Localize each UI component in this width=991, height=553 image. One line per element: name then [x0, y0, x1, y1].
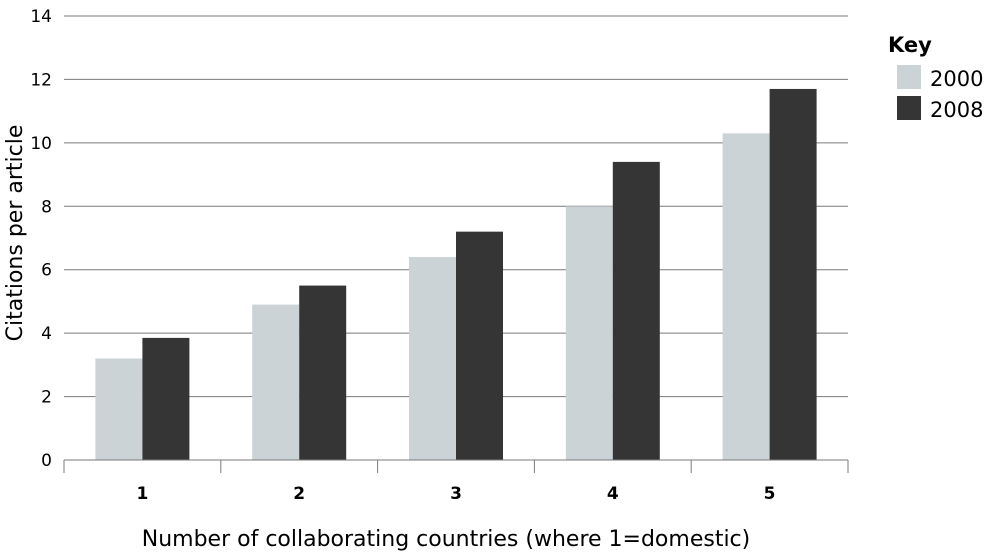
y-tick-label-12: 12 — [30, 70, 52, 90]
x-tick-label-4: 4 — [607, 484, 619, 504]
y-tick-label-0: 0 — [41, 451, 52, 471]
legend-swatch-2000 — [897, 65, 921, 89]
bar-2008-4 — [612, 161, 660, 460]
bar-2008-5 — [769, 88, 817, 460]
legend-title: Key — [888, 33, 932, 57]
y-tick-label-14: 14 — [30, 7, 52, 27]
legend-label-2000: 2000 — [930, 67, 983, 91]
bar-2000-5 — [722, 133, 770, 461]
bar-2008-3 — [456, 231, 503, 460]
y-tick-label-6: 6 — [41, 261, 52, 281]
y-axis-ticks: 0 2 4 6 8 10 12 14 — [30, 7, 52, 471]
bar-2008-1 — [142, 337, 190, 460]
bar-2008-2 — [299, 285, 347, 460]
x-tick-label-2: 2 — [293, 484, 305, 504]
y-axis-title: Citations per article — [3, 125, 28, 342]
y-tick-label-2: 2 — [41, 388, 52, 408]
legend-swatch-2008 — [897, 96, 921, 120]
x-tick-label-1: 1 — [136, 484, 148, 504]
bar-2000-1 — [95, 358, 143, 460]
bar-2000-4 — [565, 206, 613, 460]
x-tick-label-5: 5 — [764, 484, 776, 504]
x-axis — [63, 459, 849, 473]
bars — [95, 88, 817, 461]
y-tick-label-8: 8 — [41, 197, 52, 217]
y-tick-label-10: 10 — [30, 134, 52, 154]
legend: Key 2000 2008 — [888, 33, 983, 122]
bar-2000-2 — [252, 304, 300, 460]
x-axis-ticks: 1 2 3 4 5 — [136, 484, 775, 504]
legend-label-2008: 2008 — [930, 98, 983, 122]
x-tick-label-3: 3 — [450, 484, 462, 504]
bar-2000-3 — [409, 257, 456, 460]
y-tick-label-4: 4 — [41, 324, 52, 344]
x-axis-title: Number of collaborating countries (where… — [142, 527, 750, 552]
